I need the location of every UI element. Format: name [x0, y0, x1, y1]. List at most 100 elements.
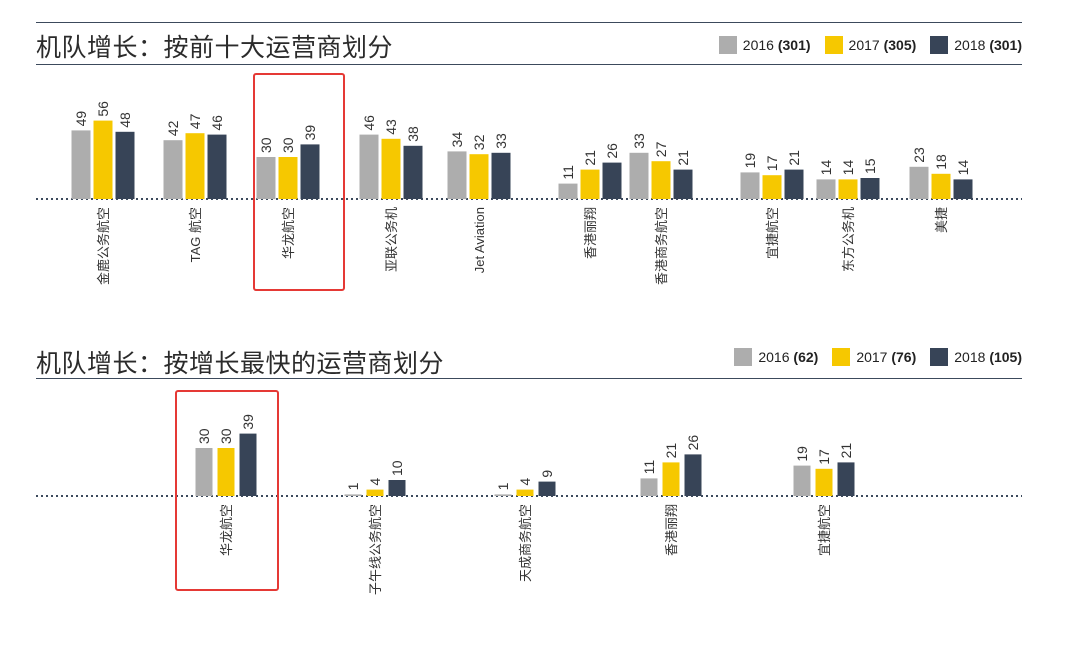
data-label: 30 [196, 428, 212, 444]
data-label: 30 [280, 137, 296, 153]
legend-item-2018: 2018 (301) [930, 36, 1022, 54]
legend-top: 2016 (301) 2017 (305) 2018 (301) [705, 36, 1022, 54]
data-label: 26 [685, 435, 701, 451]
legend-item-2017: 2017 (76) [832, 348, 916, 366]
category-label: Jet Aviation [472, 207, 487, 273]
title-underline [36, 378, 1022, 379]
bar-2017 [516, 489, 534, 496]
legend-item-2016: 2016 (301) [718, 36, 811, 54]
data-label: 56 [95, 101, 111, 117]
data-label: 14 [840, 160, 856, 176]
data-label: 11 [560, 165, 576, 180]
chart-title-top: 机队增长：按前十大运营商划分 [36, 33, 394, 62]
category-label: 香港商务航空 [654, 207, 669, 285]
category-label: 宜捷航空 [765, 207, 780, 259]
data-label: 30 [258, 137, 274, 153]
bar-2018 [300, 144, 320, 199]
bar-2016 [256, 157, 276, 199]
data-label: 4 [367, 478, 383, 486]
bar-2018 [538, 481, 556, 496]
category-label: 金鹿公务航空 [96, 207, 111, 285]
legend-swatch-2017 [824, 36, 843, 54]
data-label: 19 [742, 153, 758, 169]
category-label: 华龙航空 [281, 207, 296, 259]
data-label: 34 [449, 132, 465, 148]
bar-2016 [195, 448, 213, 496]
data-label: 4 [517, 478, 533, 486]
legend-count: (301) [989, 37, 1022, 53]
data-label: 21 [582, 150, 598, 166]
category-label: 天成商务航空 [518, 504, 533, 582]
data-label: 23 [911, 147, 927, 163]
bar-2016 [447, 151, 467, 199]
bar-2016 [494, 494, 512, 496]
data-label: 21 [786, 150, 802, 166]
data-label: 1 [495, 482, 511, 490]
bar-2018 [953, 179, 973, 199]
bar-2018 [207, 134, 227, 199]
bar-2018 [388, 480, 406, 496]
data-label: 19 [794, 446, 810, 462]
bar-2016 [344, 494, 362, 496]
data-label: 42 [165, 120, 181, 136]
data-label: 10 [389, 460, 405, 476]
bar-2018 [673, 169, 693, 199]
legend-year: 2018 [954, 349, 986, 365]
bar-2018 [784, 169, 804, 199]
legend-swatch-2017 [832, 348, 851, 366]
legend-year: 2016 [742, 37, 774, 53]
data-label: 43 [383, 119, 399, 135]
bar-2017 [931, 173, 951, 199]
bar-2016 [163, 140, 183, 199]
bar-2018 [239, 433, 257, 496]
data-label: 32 [471, 134, 487, 150]
category-label: 美捷 [934, 207, 949, 233]
legend-swatch-2018 [930, 36, 949, 54]
bar-2017 [469, 154, 489, 199]
data-label: 17 [816, 449, 832, 465]
legend-swatch-2016 [734, 348, 753, 366]
top-rule [36, 22, 1022, 23]
data-label: 33 [631, 133, 647, 149]
data-label: 46 [361, 115, 377, 131]
data-label: 11 [641, 460, 657, 475]
data-label: 33 [493, 133, 509, 149]
bar-2018 [403, 145, 423, 199]
legend-count: (105) [989, 349, 1022, 365]
bar-2016 [71, 130, 91, 199]
legend-bottom: 2016 (62) 2017 (76) 2018 (105) [720, 348, 1022, 366]
category-label: 香港丽翔 [583, 207, 598, 259]
legend-count: (305) [883, 37, 917, 53]
bar-2017 [662, 462, 680, 496]
bar-2018 [602, 162, 622, 199]
category-label: 宜捷航空 [817, 504, 832, 556]
bar-2017 [815, 468, 833, 496]
bar-2016 [640, 478, 658, 496]
title-underline [36, 64, 1022, 65]
bar-2016 [629, 152, 649, 199]
data-label: 47 [187, 113, 203, 129]
legend-year: 2017 [856, 349, 888, 365]
highlight-box [253, 73, 345, 291]
bar-2018 [684, 454, 702, 496]
category-label: TAG 航空 [188, 207, 203, 262]
bar-2016 [558, 183, 578, 199]
bar-2018 [115, 131, 135, 199]
legend-count: (301) [777, 37, 811, 53]
bar-2017 [580, 169, 600, 199]
legend-swatch-2016 [718, 36, 737, 54]
data-label: 26 [604, 143, 620, 159]
data-label: 48 [117, 112, 133, 128]
chart-title-bottom: 机队增长：按增长最快的运营商划分 [36, 349, 445, 378]
bar-2017 [185, 133, 205, 199]
bar-2018 [860, 178, 880, 199]
bar-2016 [740, 172, 760, 199]
bar-2017 [366, 489, 384, 496]
bar-2016 [909, 166, 929, 199]
category-label: 亚联公务机 [384, 207, 399, 272]
bar-2016 [816, 179, 836, 199]
bar-2017 [651, 161, 671, 199]
bar-2016 [793, 465, 811, 496]
data-label: 17 [764, 155, 780, 171]
legend-year: 2018 [954, 37, 986, 53]
